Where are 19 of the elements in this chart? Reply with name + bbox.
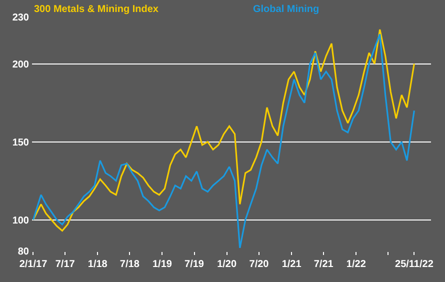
x-tick-label: 7/17 bbox=[55, 259, 76, 270]
x-tick-label: 1/19 bbox=[152, 259, 172, 270]
text: Global Mining bbox=[253, 4, 320, 15]
x-tick-label: 2/1/17 bbox=[19, 259, 48, 270]
x-tick-label: 1/22 bbox=[346, 259, 366, 270]
x-tick-label: 7/19 bbox=[184, 259, 204, 270]
y-tick-label: 150 bbox=[12, 137, 30, 148]
x-tick-label: 7/21 bbox=[314, 259, 334, 270]
y-tick-label: 80 bbox=[18, 246, 30, 258]
y-tick-label: 100 bbox=[12, 215, 30, 226]
x-tick-label: 7/18 bbox=[120, 259, 140, 270]
y-tick-label: 230 bbox=[12, 12, 30, 24]
x-tick-label: 1/21 bbox=[282, 259, 302, 270]
text: 300 Metals & Mining Index bbox=[34, 4, 159, 15]
y-tick-label: 200 bbox=[12, 59, 30, 70]
x-tick-label: 1/20 bbox=[217, 259, 237, 270]
x-tick-label: 7/20 bbox=[249, 259, 270, 270]
x-tick-label: 1/18 bbox=[88, 259, 108, 270]
x-tick-label: 25/11/22 bbox=[395, 259, 434, 270]
